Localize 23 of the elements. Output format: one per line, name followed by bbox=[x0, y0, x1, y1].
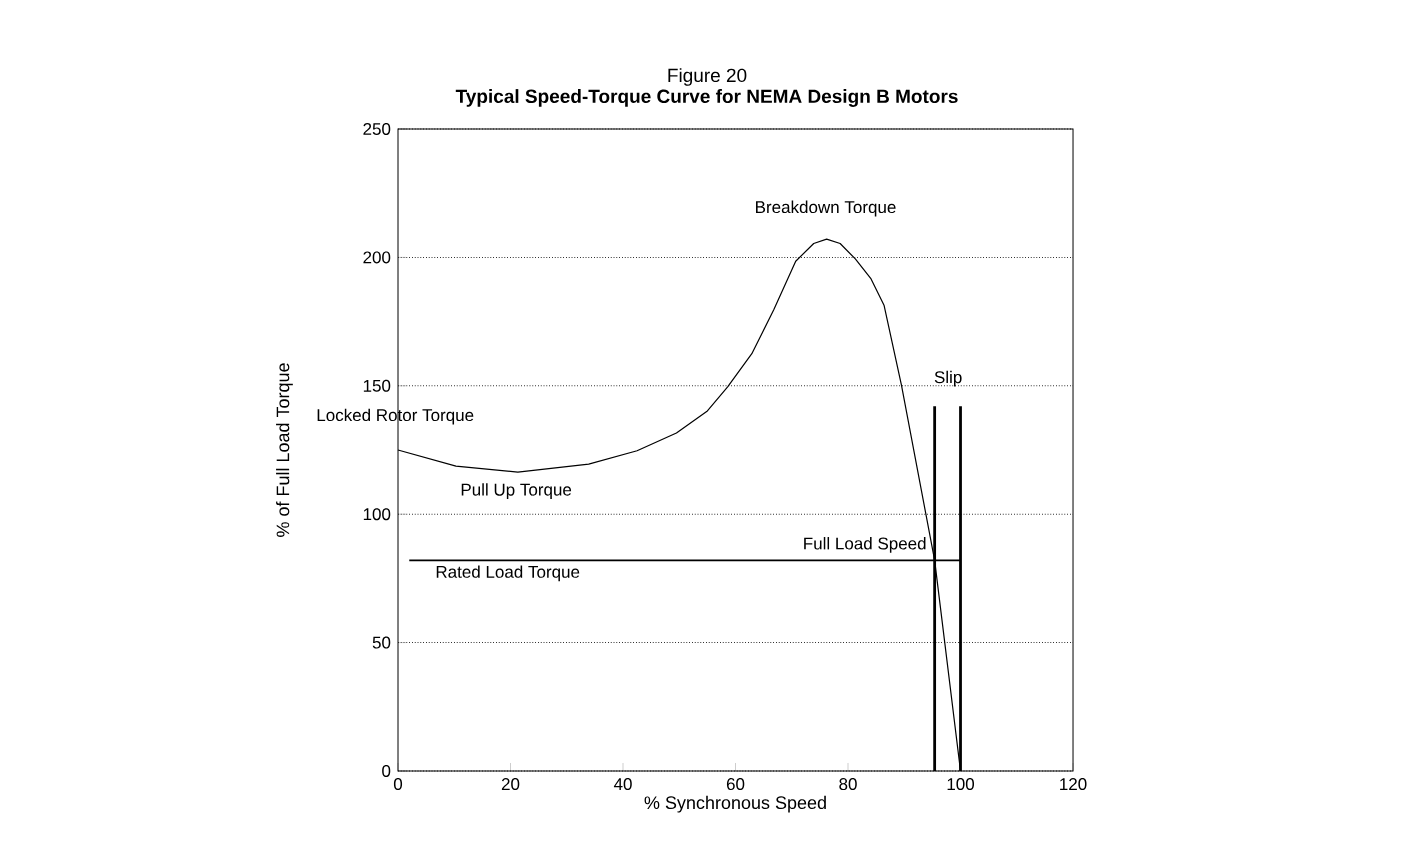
chart-title: Figure 20 bbox=[668, 68, 747, 86]
x-tick-label: 60 bbox=[726, 778, 745, 791]
annotation: Full Load Speed bbox=[804, 537, 926, 553]
annotation: Locked Rotor Torque bbox=[317, 408, 474, 425]
x-tick-label: 100 bbox=[947, 778, 975, 791]
x-tick-label: 20 bbox=[501, 778, 520, 791]
x-tick-label: 80 bbox=[839, 778, 857, 791]
annotation: Slip bbox=[934, 370, 962, 387]
y-axis-title: % of Full Load Torque bbox=[276, 363, 293, 537]
y-tick-label: 150 bbox=[363, 379, 391, 392]
y-tick-label: 50 bbox=[372, 636, 391, 649]
annotation: Breakdown Torque bbox=[756, 200, 896, 217]
y-tick-label: 250 bbox=[363, 122, 391, 135]
annotation: Rated Load Torque bbox=[436, 565, 580, 582]
y-tick-label: 200 bbox=[363, 251, 391, 264]
y-tick-label: 0 bbox=[382, 765, 391, 778]
x-tick-label: 40 bbox=[613, 778, 632, 791]
x-axis-title: % Synchronous Speed bbox=[644, 795, 826, 813]
x-tick-label: 120 bbox=[1060, 778, 1087, 791]
x-tick-label: 0 bbox=[393, 778, 403, 791]
chart-subtitle: Typical Speed-Torque Curve for NEMA Design B Motors bbox=[455, 89, 958, 107]
y-tick-label: 100 bbox=[363, 508, 391, 521]
annotation: Pull Up Torque bbox=[461, 483, 572, 500]
